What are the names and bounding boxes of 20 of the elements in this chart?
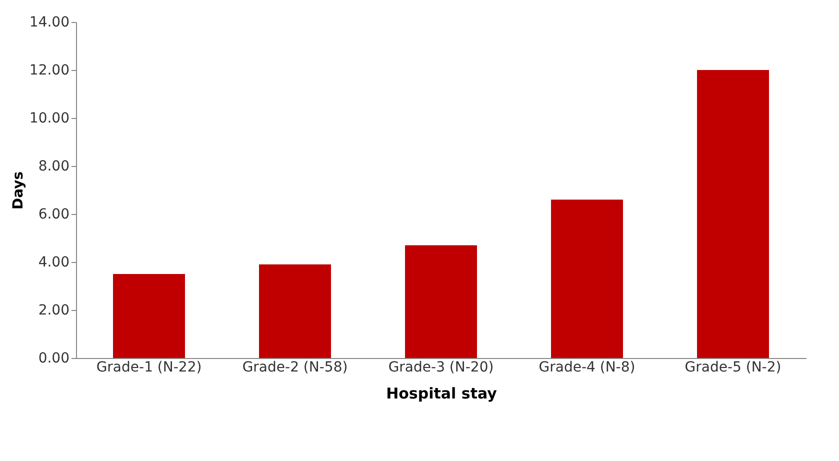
y-axis-title: Days — [10, 171, 26, 210]
y-tick-label: 12.00 — [29, 62, 70, 78]
y-tick-label: 0.00 — [38, 350, 70, 366]
x-tick-label: Grade-4 (N-8) — [538, 360, 636, 376]
bar — [405, 245, 477, 358]
y-tick-label: 14.00 — [29, 14, 70, 30]
bar — [697, 70, 769, 358]
x-tick-label: Grade-5 (N-2) — [684, 360, 782, 376]
x-tick-label: Grade-2 (N-58) — [242, 360, 348, 376]
x-tick-label: Grade-1 (N-22) — [96, 360, 202, 376]
bar — [551, 200, 623, 358]
bar — [259, 264, 331, 358]
y-tick-label: 10.00 — [29, 110, 70, 126]
y-tick-label: 6.00 — [38, 206, 70, 222]
y-tick-label: 4.00 — [38, 254, 70, 270]
bar — [113, 274, 185, 358]
y-tick-label: 2.00 — [38, 302, 70, 318]
x-tick-label: Grade-3 (N-20) — [388, 360, 494, 376]
x-axis-title: Hospital stay — [386, 384, 498, 402]
y-tick-label: 8.00 — [38, 158, 70, 174]
